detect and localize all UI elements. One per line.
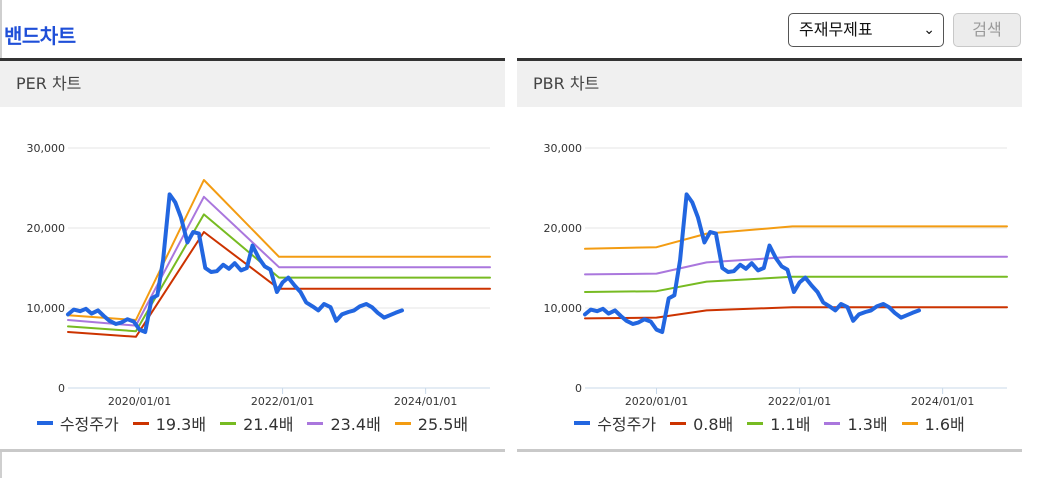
legend-swatch bbox=[747, 421, 764, 425]
y-tick-label: 10,000 bbox=[27, 302, 66, 315]
legend-swatch bbox=[36, 421, 53, 425]
y-tick-label: 0 bbox=[575, 382, 582, 395]
band-series-line bbox=[67, 213, 491, 333]
y-tick-label: 30,000 bbox=[544, 142, 583, 155]
pbr-chart-legend: 수정주가 0.8배 1.1배 1.3배 1.6배 bbox=[517, 411, 1022, 435]
chevron-down-icon: ⌄ bbox=[923, 22, 935, 38]
legend-item[interactable]: 0.8배 bbox=[670, 411, 733, 435]
legend-item[interactable]: 수정주가 bbox=[574, 411, 656, 435]
price-series-line bbox=[66, 192, 404, 334]
pbr-chart-title: PBR 차트 bbox=[517, 61, 1022, 107]
legend-swatch bbox=[220, 421, 237, 425]
per-chart: 30,000 20,000 10,000 0 2020/01/01 2022/01/01 2… bbox=[27, 142, 491, 408]
x-tick-label: 2022/01/01 bbox=[251, 395, 314, 408]
y-tick-label: 0 bbox=[58, 382, 65, 395]
legend-swatch bbox=[670, 421, 687, 425]
y-tick-label: 20,000 bbox=[544, 222, 583, 235]
legend-swatch bbox=[307, 421, 324, 425]
band-series-line bbox=[67, 179, 491, 321]
band-series-line bbox=[67, 195, 491, 327]
legend-label: 1.1배 bbox=[770, 415, 811, 434]
search-button[interactable]: 검색 bbox=[953, 13, 1021, 47]
legend-item[interactable]: 1.6배 bbox=[901, 411, 965, 435]
pbr-chart-panel: PBR 차트 30,000 20,000 10,000 0 2020/01/01 2022… bbox=[517, 58, 1022, 452]
legend-swatch bbox=[824, 421, 841, 425]
band-series-line bbox=[67, 231, 491, 338]
legend-swatch bbox=[574, 421, 591, 425]
per-chart-legend: 수정주가 19.3배 21.4배 23.4배 25.5배 bbox=[0, 411, 505, 435]
x-tick-label: 2024/01/01 bbox=[394, 395, 457, 408]
statement-type-select[interactable]: 주재무제표 ⌄ bbox=[788, 13, 944, 47]
legend-item[interactable]: 25.5배 bbox=[394, 411, 469, 435]
y-tick-label: 30,000 bbox=[27, 142, 66, 155]
x-tick-label: 2024/01/01 bbox=[911, 395, 974, 408]
legend-label: 수정주가 bbox=[597, 415, 657, 434]
legend-swatch bbox=[901, 421, 918, 425]
x-tick-label: 2020/01/01 bbox=[108, 395, 171, 408]
per-chart-panel: PER 차트 30,000 20,000 10,000 0 2020/01/01 2022… bbox=[0, 58, 505, 452]
per-chart-title: PER 차트 bbox=[0, 61, 505, 107]
legend-label: 1.3배 bbox=[847, 415, 888, 434]
legend-item[interactable]: 수정주가 bbox=[36, 411, 119, 435]
pbr-chart: 30,000 20,000 10,000 0 2020/01/01 2022/01/01 2… bbox=[544, 142, 1008, 408]
legend-item[interactable]: 23.4배 bbox=[307, 411, 381, 435]
legend-label: 21.4배 bbox=[243, 415, 294, 434]
band-series-line bbox=[584, 306, 1008, 320]
x-tick-label: 2020/01/01 bbox=[625, 395, 688, 408]
legend-item[interactable]: 1.3배 bbox=[824, 411, 888, 435]
page-title: 밴드차트 bbox=[4, 24, 76, 48]
y-tick-label: 20,000 bbox=[27, 222, 66, 235]
band-series-line bbox=[584, 275, 1008, 293]
select-value: 주재무제표 bbox=[799, 20, 873, 39]
x-tick-label: 2022/01/01 bbox=[768, 395, 831, 408]
legend-label: 19.3배 bbox=[155, 415, 207, 434]
legend-label: 1.6배 bbox=[924, 415, 965, 434]
band-series-line bbox=[584, 225, 1008, 250]
legend-label: 0.8배 bbox=[693, 415, 734, 434]
band-series-line bbox=[584, 255, 1008, 276]
legend-label: 25.5배 bbox=[417, 415, 469, 434]
legend-label: 23.4배 bbox=[330, 415, 381, 434]
legend-item[interactable]: 1.1배 bbox=[747, 411, 810, 435]
legend-item[interactable]: 19.3배 bbox=[132, 411, 207, 435]
y-tick-label: 10,000 bbox=[544, 302, 583, 315]
legend-label: 수정주가 bbox=[59, 415, 119, 434]
legend-item[interactable]: 21.4배 bbox=[220, 411, 293, 435]
price-series-line bbox=[583, 192, 921, 334]
legend-swatch bbox=[132, 421, 149, 425]
legend-swatch bbox=[394, 421, 411, 425]
